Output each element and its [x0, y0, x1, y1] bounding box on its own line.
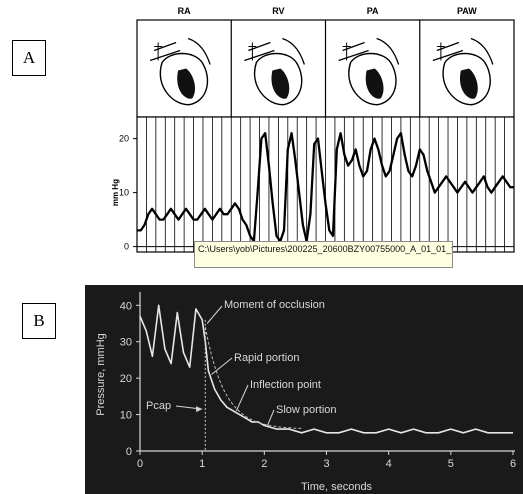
- x-tick-label: 5: [448, 458, 454, 470]
- annotation-rapid-portion: Rapid portion: [234, 352, 299, 364]
- y-tick-label: 0: [124, 242, 129, 252]
- y-tick-label: 10: [120, 410, 132, 422]
- y-tick-label: 0: [126, 446, 132, 458]
- x-axis-label: Time, seconds: [301, 481, 373, 493]
- catheter-line: [154, 42, 163, 61]
- pressure-trace-a: [137, 132, 514, 243]
- annotation-leader: [206, 305, 223, 324]
- ventricle-shape: [365, 68, 384, 99]
- panel-b-background: [85, 285, 523, 494]
- y-axis-label: mm Hg: [111, 179, 120, 206]
- y-tick-label: 40: [120, 300, 132, 312]
- x-tick-label: 6: [510, 458, 516, 470]
- column-header-paw: PAW: [457, 6, 477, 16]
- fit-curve: [204, 326, 302, 429]
- ventricle-shape: [177, 68, 196, 99]
- catheter-line: [342, 42, 351, 61]
- y-tick-label: 10: [119, 188, 129, 198]
- panel-b-label: B: [22, 303, 56, 339]
- column-header-rv: RV: [272, 6, 284, 16]
- panel-a-chart: RA RV PA PAW 0 10 20 mm Hg: [111, 6, 515, 253]
- ventricle-shape: [271, 68, 290, 99]
- annotation-leader: [235, 384, 249, 412]
- x-tick-label: 3: [323, 458, 329, 470]
- file-path-tooltip: C:\Users\yob\Pictures\200225_20600BZY007…: [194, 241, 453, 268]
- panel-a-label: A: [12, 40, 46, 76]
- ventricle-shape: [459, 68, 478, 99]
- annotation-leader: [211, 357, 233, 375]
- heart-diagram-ra: [149, 37, 211, 106]
- annotation-inflection-point: Inflection point: [250, 379, 321, 391]
- y-axis-label: Pressure, mmHg: [95, 333, 107, 416]
- annotation-leader: [266, 409, 275, 426]
- heart-diagram-paw: [432, 37, 494, 106]
- annotation-pcap: Pcap: [146, 400, 171, 412]
- heart-diagram-pa: [338, 37, 400, 106]
- column-header-ra: RA: [178, 6, 191, 16]
- x-tick-label: 0: [137, 458, 143, 470]
- catheter-line: [436, 42, 445, 61]
- column-header-pa: PA: [367, 6, 379, 16]
- y-tick-label: 20: [120, 373, 132, 385]
- x-tick-label: 4: [386, 458, 392, 470]
- catheter-line: [248, 42, 257, 61]
- x-tick-label: 2: [261, 458, 267, 470]
- pcap-arrowhead: [196, 406, 203, 413]
- annotation-moment-of-occlusion: Moment of occlusion: [224, 299, 325, 311]
- annotation-slow-portion: Slow portion: [276, 404, 337, 416]
- y-tick-label: 20: [119, 134, 129, 144]
- heart-diagram-rv: [244, 37, 305, 106]
- y-tick-label: 30: [120, 337, 132, 349]
- x-tick-label: 1: [199, 458, 205, 470]
